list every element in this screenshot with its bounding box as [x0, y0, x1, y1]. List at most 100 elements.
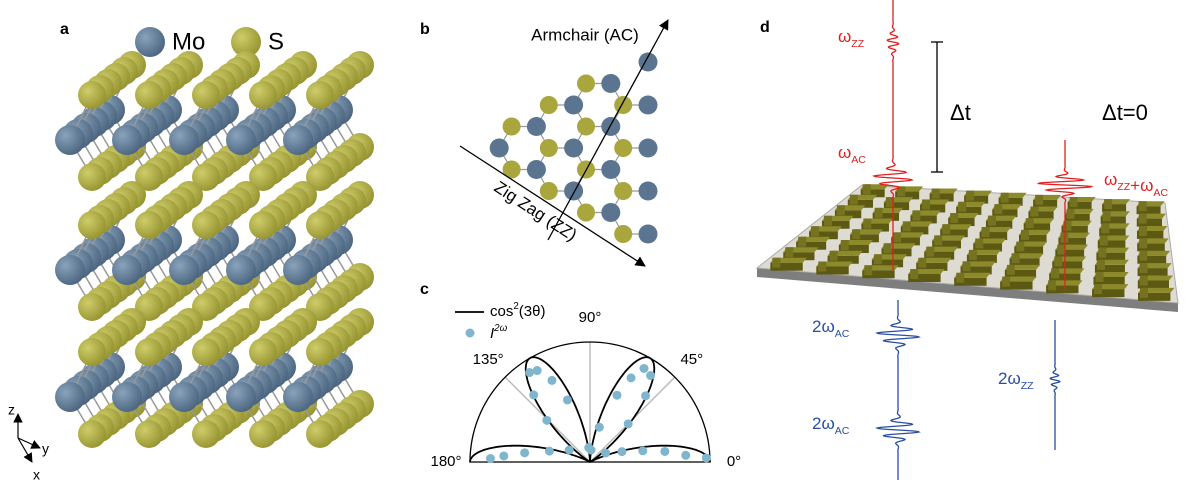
- data-point: [595, 423, 604, 432]
- meta-atom: [1051, 268, 1059, 278]
- axis-label: z: [8, 402, 15, 418]
- angle-tick-label: 90°: [579, 309, 602, 326]
- meta-atom: [1035, 195, 1043, 205]
- sulfur-atom: [249, 211, 277, 239]
- data-point: [646, 371, 655, 380]
- sulfur-atom: [540, 182, 558, 200]
- legend-label: S: [268, 28, 284, 55]
- molybdenum-atom: [283, 255, 313, 285]
- legend-marker: [466, 329, 475, 338]
- molybdenum-atom: [55, 125, 85, 155]
- lattice: [490, 53, 658, 244]
- axis-label: x: [33, 467, 40, 483]
- meta-atom: [934, 235, 942, 245]
- meta-atom: [1001, 193, 1009, 203]
- molybdenum-atom: [226, 382, 256, 412]
- sulfur-atom: [614, 139, 632, 157]
- data-point: [545, 447, 554, 456]
- molybdenum-atom: [601, 203, 620, 222]
- panel-c: cos2(3θ)I2ω0°45°90°135°180°: [430, 301, 741, 470]
- molybdenum-atom: [639, 139, 658, 158]
- meta-atom: [1140, 263, 1148, 273]
- data-point: [641, 391, 650, 400]
- meta-atom: [942, 224, 950, 234]
- meta-atom: [1097, 260, 1105, 270]
- sulfur-atom: [306, 81, 334, 109]
- meta-atom: [1054, 257, 1062, 267]
- meta-atom: [1103, 211, 1111, 221]
- data-point: [702, 453, 711, 462]
- molybdenum-atom: [169, 255, 199, 285]
- label: 2ωZZ: [998, 369, 1034, 391]
- meta-atom: [1048, 280, 1056, 290]
- data-point: [601, 449, 610, 458]
- label-part: (3θ): [519, 303, 546, 320]
- angle-tick-label: 135°: [473, 351, 504, 368]
- molybdenum-atom: [564, 139, 583, 158]
- pulse: [877, 300, 919, 480]
- axis-label: y: [42, 441, 49, 457]
- sulfur-atom: [614, 96, 632, 114]
- sulfur-atom: [192, 81, 220, 109]
- meta-atom: [1139, 251, 1147, 261]
- label: ωZZ+ωAC: [1104, 170, 1168, 198]
- meta-atom: [1021, 230, 1029, 240]
- molybdenum-atom: [226, 125, 256, 155]
- sulfur-atom: [306, 338, 334, 366]
- sulfur-atom: [306, 420, 334, 448]
- data-point: [547, 376, 556, 385]
- sulfur-atom: [135, 81, 163, 109]
- meta-atom: [1030, 207, 1038, 217]
- molybdenum-atom: [55, 382, 85, 412]
- label-sub: AC: [1153, 187, 1168, 199]
- label-part: ω: [838, 143, 851, 162]
- pulse: [1050, 320, 1060, 450]
- label-sub: ZZ: [851, 38, 864, 50]
- meta-atom: [798, 237, 806, 247]
- data-point: [681, 451, 690, 460]
- data-point: [627, 373, 636, 382]
- meta-atom: [963, 261, 971, 271]
- meta-atom: [1098, 248, 1106, 258]
- label-part: ω: [1104, 170, 1117, 189]
- meta-atom: [1139, 238, 1147, 248]
- data-point: [486, 454, 495, 463]
- data-point: [565, 446, 574, 455]
- meta-atom: [1007, 265, 1015, 275]
- data-point: [612, 391, 621, 400]
- meta-atom: [975, 238, 983, 248]
- meta-atom: [1057, 245, 1065, 255]
- meta-atom: [874, 254, 882, 264]
- axis-label: Armchair (AC): [531, 25, 639, 44]
- meta-atom: [1140, 275, 1148, 285]
- sulfur-atom: [577, 75, 595, 93]
- meta-atom: [1101, 223, 1109, 233]
- annotation: Δt: [950, 100, 971, 125]
- molybdenum-atom: [639, 182, 658, 201]
- sulfur-atom: [540, 96, 558, 114]
- meta-atom: [918, 258, 926, 268]
- meta-atom: [863, 184, 871, 194]
- sulfur-atom: [192, 420, 220, 448]
- sulfur-atom: [135, 211, 163, 239]
- data-point: [640, 364, 649, 373]
- meta-atom: [837, 205, 845, 215]
- label: I2ω: [490, 323, 508, 342]
- molybdenum-atom: [601, 160, 620, 179]
- meta-atom: [912, 210, 920, 220]
- figure: a b c d Mo S z y x Armchair (AC) Zig Zag…: [0, 0, 1188, 486]
- meta-atom: [1016, 242, 1024, 252]
- molybdenum-atom: [112, 382, 142, 412]
- sulfur-atom: [78, 211, 106, 239]
- data-point: [525, 368, 534, 377]
- legend-marker: [135, 27, 165, 57]
- meta-atom: [1070, 197, 1078, 207]
- meta-atom: [922, 199, 930, 209]
- meta-atom: [893, 232, 901, 242]
- meta-atom: [841, 240, 849, 250]
- meta-atom: [1104, 199, 1112, 209]
- sulfur-atom: [249, 338, 277, 366]
- label: 2ωAC: [812, 317, 850, 339]
- molybdenum-atom: [564, 96, 583, 115]
- label-sub: AC: [851, 154, 866, 166]
